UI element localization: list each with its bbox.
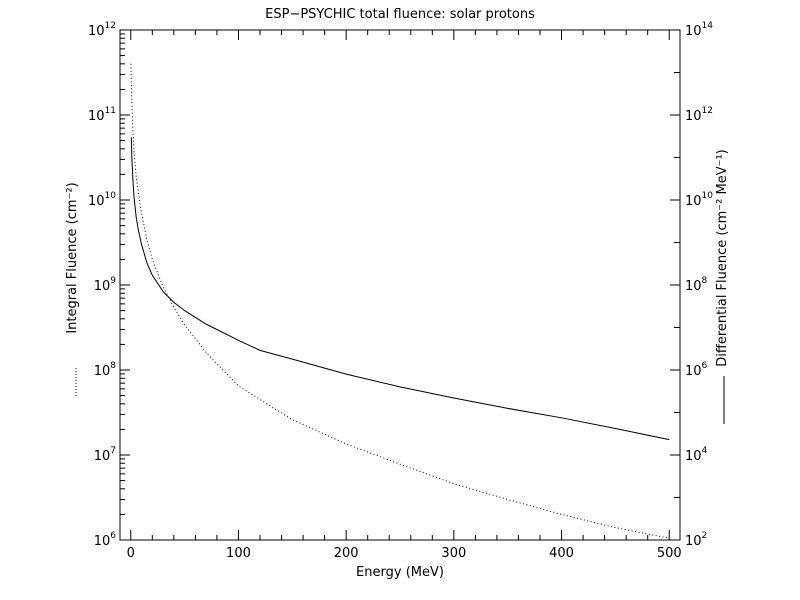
y-left-tick-label-base: 10 bbox=[94, 364, 111, 379]
y-left-tick-label-exponent: 7 bbox=[110, 446, 116, 456]
y-right-tick-label-exponent: 12 bbox=[702, 106, 713, 116]
x-tick-label: 100 bbox=[226, 546, 251, 561]
y-right-tick-label-base: 10 bbox=[685, 534, 702, 549]
y-right-tick-label-base: 10 bbox=[685, 364, 702, 379]
y-left-tick-label-base: 10 bbox=[88, 109, 105, 124]
y-right-tick-label: 1012 bbox=[685, 106, 713, 124]
x-axis-label: Energy (MeV) bbox=[356, 565, 444, 580]
y-left-tick-label: 109 bbox=[94, 276, 117, 294]
x-tick-label: 400 bbox=[549, 546, 574, 561]
y-left-tick-label-base: 10 bbox=[88, 194, 105, 209]
y-right-tick-label-exponent: 8 bbox=[702, 276, 708, 286]
x-tick-label: 300 bbox=[441, 546, 466, 561]
x-tick-label: 500 bbox=[657, 546, 682, 561]
y-right-tick-label-base: 10 bbox=[685, 449, 702, 464]
y-right-tick-label: 106 bbox=[685, 361, 708, 379]
y-left-tick-label: 1011 bbox=[88, 106, 116, 124]
x-tick-label: 0 bbox=[127, 546, 135, 561]
y-left-tick-label: 107 bbox=[94, 446, 116, 464]
y-left-tick-label-exponent: 6 bbox=[110, 531, 116, 541]
y-right-tick-label-exponent: 4 bbox=[702, 446, 708, 456]
y-right-tick-label-exponent: 2 bbox=[702, 531, 708, 541]
x-tick-label: 200 bbox=[334, 546, 359, 561]
y-left-tick-label-base: 10 bbox=[94, 449, 111, 464]
y-right-tick-label-base: 10 bbox=[685, 194, 702, 209]
series-layer bbox=[130, 63, 670, 539]
y-right-tick-label: 104 bbox=[685, 446, 708, 464]
y-left-tick-label-exponent: 8 bbox=[110, 361, 116, 371]
y-left-tick-label: 1010 bbox=[88, 191, 116, 209]
chart-title: ESP−PSYCHIC total fluence: solar protons bbox=[265, 7, 535, 22]
y-right-tick-label-exponent: 14 bbox=[702, 21, 714, 31]
y-right-tick-label-base: 10 bbox=[685, 24, 702, 39]
y-left-tick-label: 108 bbox=[94, 361, 117, 379]
y-left-tick-label: 1012 bbox=[88, 21, 116, 39]
y-left-tick-label-base: 10 bbox=[88, 24, 105, 39]
y-right-tick-label: 1010 bbox=[685, 191, 713, 209]
y-right-tick-label: 108 bbox=[685, 276, 708, 294]
tick-labels: 0 100 200 300 400 500106107108109101010111012… bbox=[88, 21, 713, 561]
y-left-tick-label-exponent: 12 bbox=[105, 21, 116, 31]
y-left-tick-label-base: 10 bbox=[94, 534, 111, 549]
ticks bbox=[120, 29, 680, 541]
y-left-tick-label-exponent: 10 bbox=[105, 191, 117, 201]
y-left-axis-label: Integral Fluence (cm⁻²) bbox=[65, 182, 80, 333]
y-right-tick-label-exponent: 10 bbox=[702, 191, 714, 201]
y-right-tick-label-base: 10 bbox=[685, 109, 702, 124]
y-left-tick-label: 106 bbox=[94, 531, 117, 549]
y-right-tick-label-base: 10 bbox=[685, 279, 702, 294]
y-left-tick-label-exponent: 11 bbox=[105, 106, 116, 116]
differential-fluence-line bbox=[130, 137, 670, 441]
y-right-tick-label: 102 bbox=[685, 531, 707, 549]
y-right-axis-label: Differential Fluence (cm⁻² MeV⁻¹) bbox=[715, 149, 730, 366]
y-right-tick-label-exponent: 6 bbox=[702, 361, 708, 371]
y-left-tick-label-exponent: 9 bbox=[110, 276, 116, 286]
y-right-tick-label: 1014 bbox=[685, 21, 713, 39]
y-left-tick-label-base: 10 bbox=[94, 279, 111, 294]
